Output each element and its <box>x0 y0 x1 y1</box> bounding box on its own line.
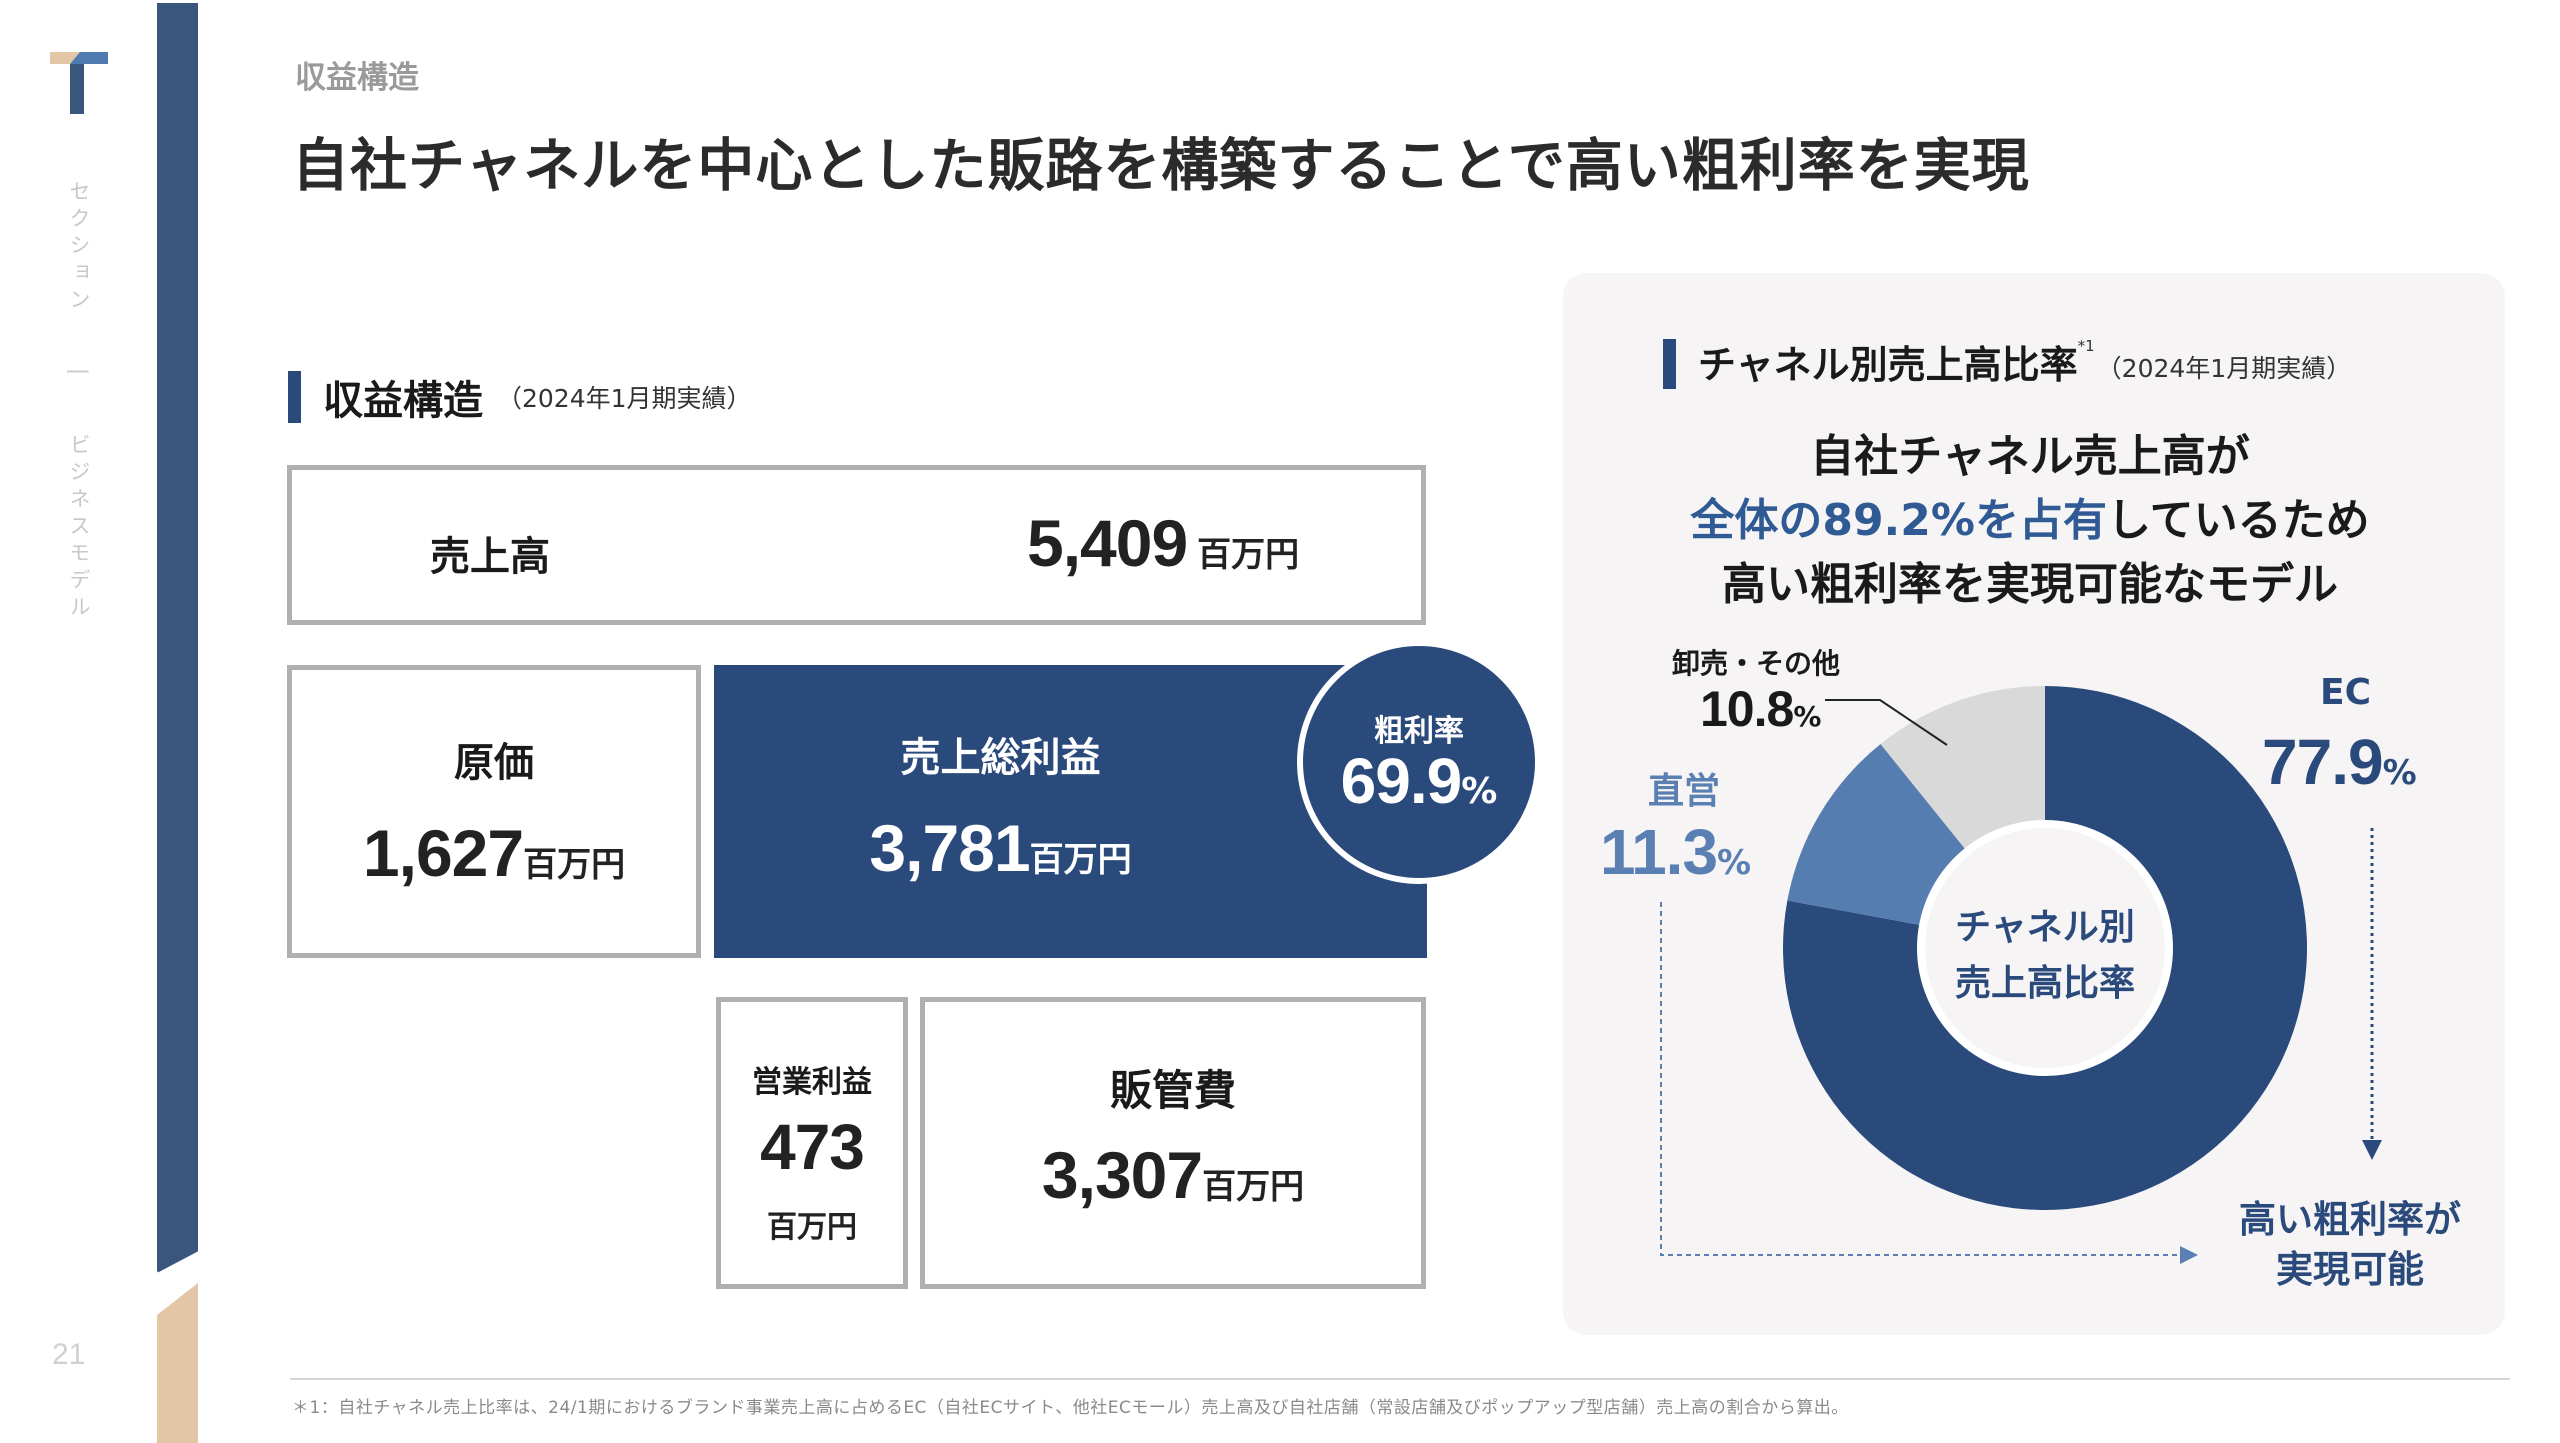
company-logo-icon <box>50 52 108 114</box>
footnote: ＊1：自社チャネル売上比率は、24/1期におけるブランド事業売上高に占めるEC（… <box>292 1398 1849 1418</box>
donut-center-line-1: チャネル別 <box>1955 907 2135 948</box>
section-name: ビジネスモデル <box>67 433 91 623</box>
cost-value: 1,627 <box>362 816 524 890</box>
heading-accent-bar <box>1663 339 1676 389</box>
donut-center-line-2: 売上高比率 <box>1954 963 2135 1004</box>
gross-margin-unit: % <box>1461 771 1498 812</box>
gross-profit-value: 3,781 <box>869 811 1030 885</box>
revenue-structure-heading: 収益構造 （2024年1月期実績） <box>288 368 752 426</box>
sales-label: 売上高 <box>430 534 550 580</box>
wholesale-label: 卸売・その他 <box>1672 647 1841 680</box>
wholesale-pct: % <box>1793 700 1822 733</box>
section-label: セクション <box>67 180 91 315</box>
page-number: 21 <box>52 1338 86 1371</box>
lead-highlight: 全体の89.2%を占有 <box>1690 495 2107 546</box>
sga-label: 販管費 <box>1109 1066 1236 1115</box>
sga-value: 3,307 <box>1041 1138 1203 1212</box>
donut-hole-inner <box>1925 828 2165 1068</box>
direct-value: 11.3 <box>1600 816 1718 888</box>
sga-unit: 百万円 <box>1202 1167 1305 1207</box>
lead-line-2-rest: しているため <box>2106 495 2370 546</box>
footnote-reference: *1 <box>2077 337 2095 355</box>
lead-line-2: 全体の89.2%を占有しているため <box>1600 484 2460 548</box>
donut-center-label: チャネル別 売上高比率 <box>1915 900 2175 1012</box>
ec-pct: % <box>2382 753 2417 793</box>
gross-margin-badge: 粗利率 69.9% <box>1297 640 1541 884</box>
channel-ratio-heading: チャネル別売上高比率 *1 （2024年1月期実績） <box>1663 334 2351 389</box>
side-rail-tan <box>157 1283 198 1443</box>
cost-box: 原価 1,627百万円 <box>287 665 701 958</box>
sales-box: 売上高 5,409 百万円 <box>287 465 1426 625</box>
gross-profit-unit: 百万円 <box>1029 840 1132 880</box>
sales-value-group: 5,409 百万円 <box>1027 505 1299 581</box>
result-label: 高い粗利率が 実現可能 <box>2200 1195 2500 1295</box>
wholesale-value: 10.8 <box>1700 681 1794 737</box>
cost-unit: 百万円 <box>523 845 626 885</box>
direct-pct: % <box>1717 843 1752 883</box>
heading-accent-bar <box>288 371 301 423</box>
sga-box: 販管費 3,307百万円 <box>920 997 1426 1289</box>
section-separator: | <box>67 367 91 381</box>
revenue-structure-title: 収益構造 <box>323 378 483 424</box>
operating-profit-unit: 百万円 <box>767 1210 857 1245</box>
channel-donut-chart <box>1660 686 2382 1264</box>
sales-value: 5,409 <box>1027 506 1188 580</box>
operating-profit-label: 営業利益 <box>752 1065 872 1100</box>
operating-profit-value: 473 <box>760 1111 865 1183</box>
section-eyebrow: 収益構造 <box>295 60 419 96</box>
ec-value: 77.9 <box>2262 726 2384 798</box>
section-indicator: セクション | ビジネスモデル <box>64 180 94 622</box>
channel-ratio-title: チャネル別売上高比率 <box>1698 343 2078 387</box>
wholesale-leader-line <box>1825 699 1948 746</box>
side-rail-navy <box>157 3 198 1273</box>
gross-margin-value: 69.9 <box>1340 745 1463 817</box>
page-title: 自社チャネルを中心とした販路を構築することで高い粗利率を実現 <box>292 133 2030 199</box>
result-line-2: 実現可能 <box>2276 1248 2424 1291</box>
ec-value-group: 77.9% <box>2262 725 2417 799</box>
direct-arrow-head-icon <box>2180 1246 2198 1264</box>
ec-label: EC <box>2320 672 2372 713</box>
cost-label: 原価 <box>454 740 534 786</box>
gross-profit-value-group: 3,781百万円 <box>714 810 1287 886</box>
direct-arrow-line <box>1660 902 2180 1256</box>
revenue-structure-period: （2024年1月期実績） <box>497 384 752 413</box>
sga-value-group: 3,307百万円 <box>925 1137 1421 1213</box>
cost-value-group: 1,627百万円 <box>292 815 696 891</box>
wholesale-value-group: 10.8% <box>1700 680 1821 738</box>
result-line-1: 高い粗利率が <box>2239 1198 2461 1241</box>
sales-unit: 百万円 <box>1197 535 1300 575</box>
direct-value-group: 11.3% <box>1600 815 1751 889</box>
lead-line-1: 自社チャネル売上高が <box>1810 431 2250 482</box>
channel-ratio-period: （2024年1月期実績） <box>2096 354 2352 383</box>
gross-margin-value-group: 69.9% <box>1303 744 1535 818</box>
gross-margin-label: 粗利率 <box>1374 714 1464 749</box>
lead-line-3: 高い粗利率を実現可能なモデル <box>1722 559 2338 610</box>
gross-profit-label: 売上総利益 <box>900 735 1101 781</box>
operating-profit-box: 営業利益 473 百万円 <box>716 997 908 1289</box>
direct-label: 直営 <box>1648 771 1721 812</box>
footer-divider <box>290 1378 2510 1380</box>
ec-arrow-head-icon <box>2362 1140 2382 1160</box>
